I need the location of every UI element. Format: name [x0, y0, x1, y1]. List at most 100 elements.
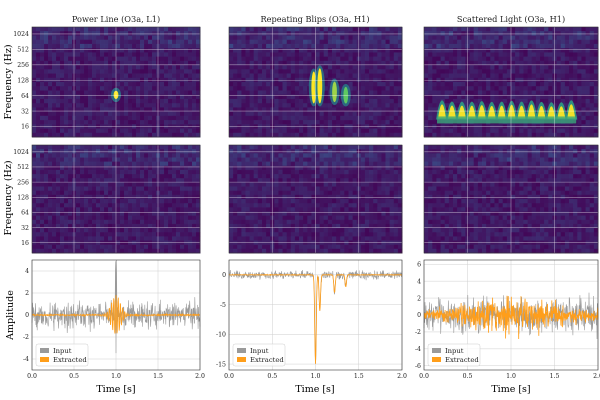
x-tick-label: 1.0 — [506, 373, 516, 380]
x-tick-label: 2.0 — [195, 373, 205, 380]
y-tick-label: 4 — [417, 278, 421, 285]
legend-swatch-input — [40, 348, 49, 353]
xlabel-time-left: Time [s] — [96, 384, 135, 395]
series-line-extracted — [423, 295, 599, 340]
y-tick-label: -6 — [415, 363, 421, 370]
x-tick-label: 2.0 — [397, 373, 407, 380]
spectrogram-panel-top-left: 16 32 64 128 256 512 1024 — [13, 26, 201, 138]
y-tick-label: -15 — [216, 361, 226, 368]
y-tick-label: 2 — [417, 295, 421, 302]
x-tick-label: 0.0 — [224, 373, 234, 380]
scattered-light-arch-core — [457, 105, 466, 119]
x-tick-label: 1.5 — [354, 373, 364, 380]
panel-frame — [228, 259, 403, 371]
x-tick-label: 0.5 — [463, 373, 473, 380]
y-tick-label: 0 — [25, 312, 29, 319]
legend-label-extracted: Extracted — [250, 356, 284, 364]
y-tick-label: -4 — [415, 346, 421, 353]
y-tick-label: 64 — [21, 93, 29, 100]
glitch-feature — [343, 86, 349, 104]
x-tick-label: 0.0 — [27, 373, 37, 380]
y-tick-label: 128 — [17, 194, 29, 201]
scattered-light-band — [437, 116, 577, 124]
y-tick-label: 16 — [21, 124, 29, 131]
y-tick-label: -5 — [220, 302, 226, 309]
legend-label-extracted: Extracted — [445, 356, 479, 364]
legend-swatch-extracted — [432, 357, 441, 362]
y-tick-label: 64 — [21, 210, 29, 217]
y-tick-label: -10 — [216, 332, 226, 339]
ylabel-frequency-top: Frequency (Hz) — [3, 44, 14, 119]
x-tick-label: 1.0 — [111, 373, 121, 380]
y-tick-label: 512 — [17, 47, 29, 54]
glitch-feature — [317, 68, 323, 104]
ylabel-frequency-middle: Frequency (Hz) — [3, 160, 14, 235]
series-line-extracted — [228, 273, 403, 364]
legend-swatch-input — [237, 348, 246, 353]
legend-swatch-input — [432, 348, 441, 353]
y-tick-label: 32 — [21, 108, 29, 115]
xlabel-time-right: Time [s] — [491, 384, 530, 395]
x-tick-label: 1.5 — [550, 373, 560, 380]
scattered-light-arch-core — [517, 105, 526, 119]
scattered-light-arch-core — [557, 106, 566, 119]
y-tick-label: 16 — [21, 240, 29, 247]
scattered-light-arch-core — [507, 104, 516, 119]
legend-label-extracted: Extracted — [53, 356, 87, 364]
scattered-light-arch-core — [447, 105, 456, 119]
xlabel-time-center: Time [s] — [295, 384, 334, 395]
panel-frame — [31, 144, 201, 254]
x-tick-label: 1.0 — [311, 373, 321, 380]
x-tick-label: 0.0 — [419, 373, 429, 380]
panel-frame — [228, 144, 403, 254]
y-tick-label: 2 — [25, 290, 29, 297]
scattered-light-arch-core — [497, 105, 506, 119]
y-tick-label: 512 — [17, 164, 29, 171]
y-tick-label: -2 — [23, 334, 29, 341]
spectrogram-panel-top-right — [423, 26, 599, 138]
spectrogram-panel-middle-right — [423, 144, 599, 254]
spectrogram-panel-middle-left: 16 32 64 128 256 512 1024 — [13, 144, 201, 254]
y-tick-label: 256 — [17, 62, 29, 69]
y-tick-label: -4 — [23, 356, 29, 363]
x-tick-label: 0.5 — [267, 373, 277, 380]
y-tick-label: -2 — [415, 329, 421, 336]
spectrogram-panel-top-center — [228, 26, 403, 138]
legend-label-input: Input — [53, 347, 72, 355]
column-title-repeating-blips: Repeating Blips (O3a, H1) — [260, 14, 369, 24]
scattered-light-arch-core — [467, 105, 476, 119]
y-tick-label: 1024 — [13, 31, 29, 38]
glitch-feature — [332, 81, 337, 103]
y-tick-label: 6 — [417, 261, 421, 268]
scattered-light-arch-core — [487, 105, 496, 119]
y-tick-label: 1024 — [13, 149, 29, 156]
panel-frame — [423, 144, 599, 254]
column-title-power-line: Power Line (O3a, L1) — [72, 14, 160, 24]
column-title-scattered-light: Scattered Light (O3a, H1) — [457, 14, 565, 24]
x-tick-label: 1.5 — [153, 373, 163, 380]
legend-label-input: Input — [445, 347, 464, 355]
y-tick-label: 128 — [17, 77, 29, 84]
legend-swatch-extracted — [40, 357, 49, 362]
ylabel-amplitude: Amplitude — [5, 290, 16, 341]
panel-frame — [423, 26, 599, 138]
y-tick-label: 256 — [17, 179, 29, 186]
y-tick-label: 32 — [21, 225, 29, 232]
panel-frame — [423, 259, 599, 371]
x-tick-label: 2.0 — [593, 373, 600, 380]
y-tick-label: 0 — [417, 312, 421, 319]
legend-swatch-extracted — [237, 357, 246, 362]
scattered-light-arch-core — [547, 106, 556, 119]
scattered-light-arch-core — [537, 105, 546, 119]
legend-label-input: Input — [250, 347, 269, 355]
spectrogram-panel-middle-center — [228, 144, 403, 254]
x-tick-label: 0.5 — [69, 373, 79, 380]
panel-frame — [31, 259, 201, 371]
panel-frame — [228, 26, 403, 138]
panel-frame — [31, 26, 201, 138]
scattered-light-arch-core — [477, 105, 486, 119]
